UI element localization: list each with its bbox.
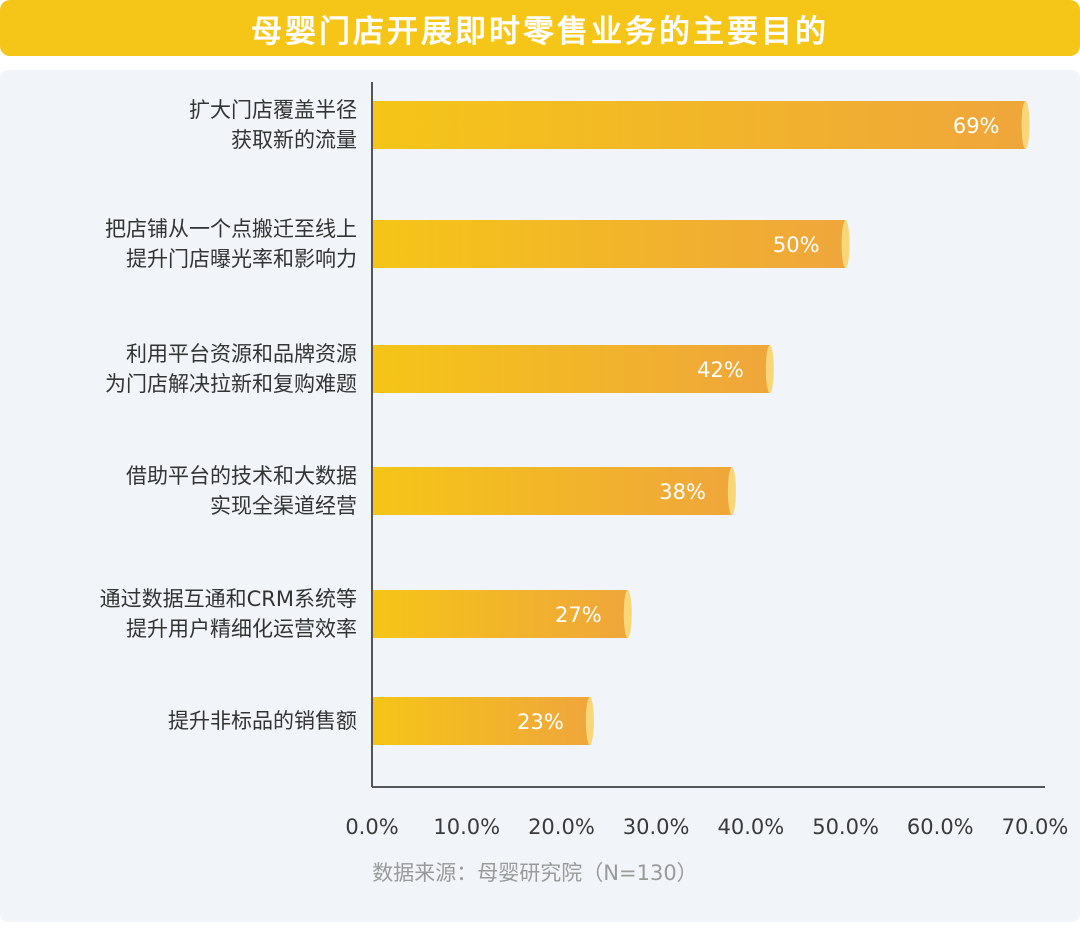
data-label: 23% [517,710,564,734]
data-label: 69% [953,114,1000,138]
bars-layer [372,101,1030,745]
bar [372,467,732,515]
category-label: 借助平台的技术和大数据 [126,464,357,488]
data-label: 38% [659,480,706,504]
bar [372,220,846,268]
bar [372,697,590,745]
bar-end-cap [727,467,736,515]
x-tick-label: 30.0% [623,815,690,839]
data-label: 50% [773,233,820,257]
title-banner: 母婴门店开展即时零售业务的主要目的 [0,0,1080,56]
category-label: 提升非标品的销售额 [168,709,357,733]
source-note: 数据来源：母婴研究院（N=130） [372,861,697,885]
category-label: 提升门店曝光率和影响力 [126,247,357,271]
bar-end-cap [623,590,632,638]
data-label: 27% [555,603,602,627]
bar [372,590,628,638]
x-tick-label: 60.0% [907,815,974,839]
x-tick-label: 0.0% [345,815,398,839]
x-tick-label: 40.0% [717,815,784,839]
bar-end-cap [765,345,774,393]
category-label: 提升用户精细化运营效率 [126,617,357,641]
chart-title: 母婴门店开展即时零售业务的主要目的 [251,13,829,50]
category-label: 为门店解决拉新和复购难题 [105,372,357,396]
data-label: 42% [697,358,744,382]
bar-end-cap [585,697,594,745]
category-label: 利用平台资源和品牌资源 [126,342,357,366]
category-label: 通过数据互通和CRM系统等 [100,587,357,611]
category-label: 实现全渠道经营 [210,494,357,518]
x-tick-label: 20.0% [528,815,595,839]
bar [372,345,770,393]
category-label: 获取新的流量 [231,128,357,152]
x-tick-label: 50.0% [812,815,879,839]
category-label: 把店铺从一个点搬迁至线上 [105,217,357,241]
x-tick-label: 10.0% [433,815,500,839]
bar-end-cap [841,220,850,268]
bar-end-cap [1021,101,1030,149]
category-label: 扩大门店覆盖半径 [189,98,357,122]
bar [372,101,1026,149]
x-tick-label: 70.0% [1002,815,1069,839]
